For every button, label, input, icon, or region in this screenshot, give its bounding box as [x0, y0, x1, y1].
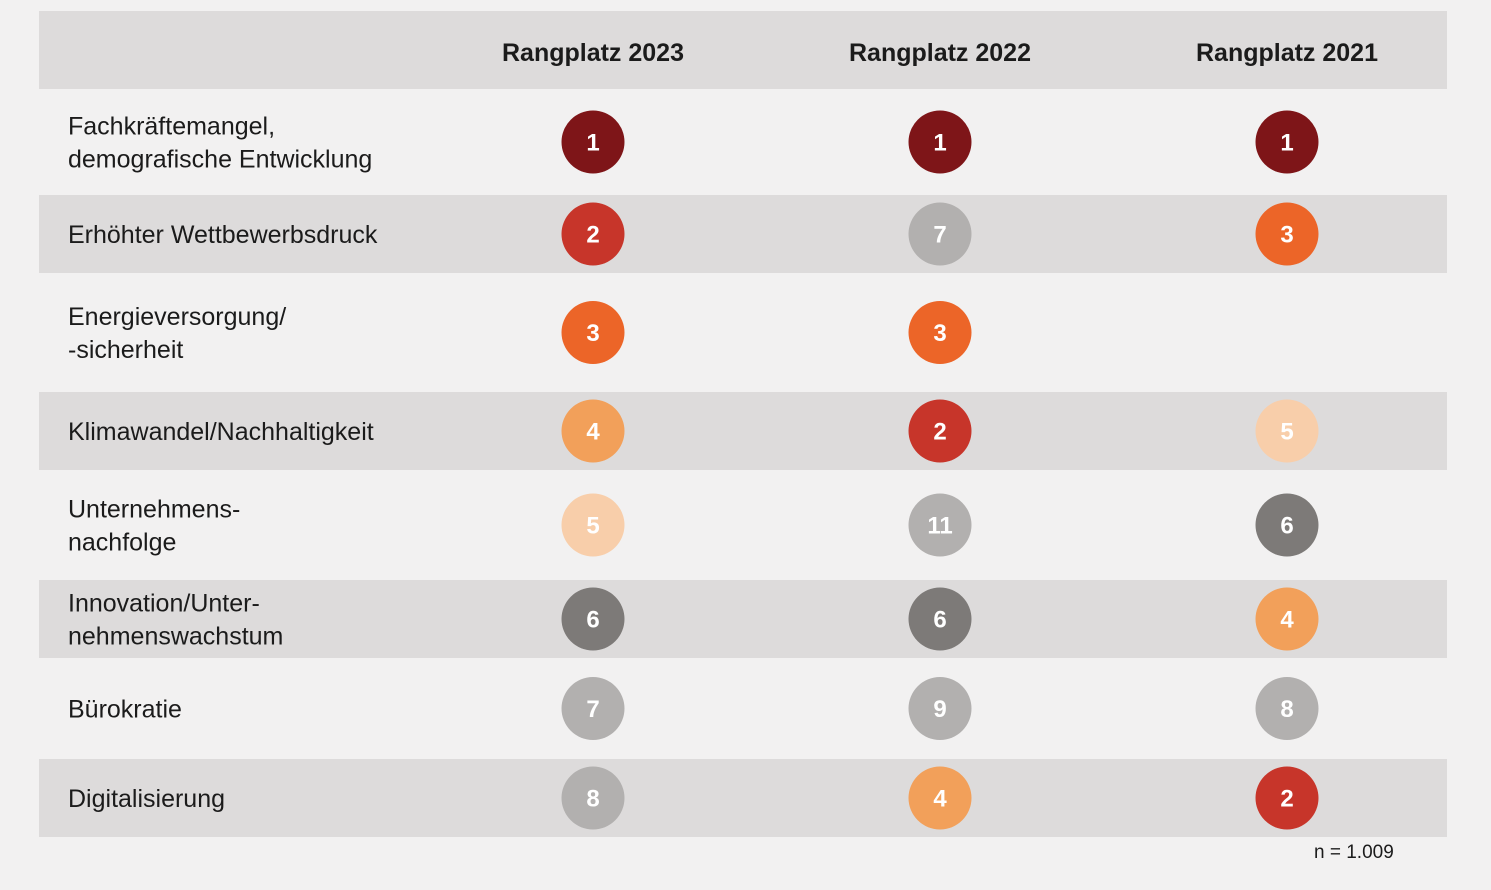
- row-label: nehmenswachstum: [68, 623, 283, 651]
- row-label: demografische Entwicklung: [68, 146, 372, 174]
- sample-size-footnote: n = 1.009: [1314, 842, 1394, 863]
- rank-circle: [908, 493, 972, 557]
- rank-label: 2: [586, 222, 599, 249]
- rank-circle: [561, 766, 625, 830]
- rank-label: 11: [927, 513, 952, 540]
- rank-circle: [908, 399, 972, 463]
- rank-label: 3: [1280, 222, 1293, 249]
- row-label: Bürokratie: [68, 696, 182, 724]
- rank-label: 5: [586, 513, 599, 540]
- rank-circle: [561, 202, 625, 266]
- rank-circle: [561, 110, 625, 174]
- row-band: [39, 195, 1447, 273]
- column-header: Rangplatz 2022: [849, 39, 1031, 67]
- rank-label: 3: [933, 320, 946, 347]
- row-label: Fachkräftemangel,: [68, 113, 275, 141]
- rank-circle: [1255, 677, 1319, 740]
- row-label: Erhöhter Wettbewerbsdruck: [68, 221, 378, 249]
- row-band: [39, 580, 1447, 658]
- rank-circle: [561, 399, 625, 463]
- column-header: Rangplatz 2023: [502, 39, 684, 67]
- rank-circle: [561, 301, 625, 364]
- rank-label: 1: [586, 130, 599, 157]
- rank-label: 4: [933, 786, 947, 813]
- row-band: [39, 392, 1447, 470]
- header-band: [39, 11, 1447, 89]
- rank-circle: [1255, 587, 1319, 651]
- rank-label: 4: [586, 419, 600, 446]
- rank-circle: [561, 677, 625, 740]
- row-label: Unternehmens-: [68, 496, 240, 524]
- rank-circle: [1255, 399, 1319, 463]
- rank-circle: [908, 202, 972, 266]
- rank-label: 6: [1280, 513, 1293, 540]
- rank-circle: [908, 766, 972, 830]
- row-band: [39, 759, 1447, 837]
- column-header: Rangplatz 2021: [1196, 39, 1378, 67]
- rank-circle: [1255, 766, 1319, 830]
- rank-label: 9: [933, 696, 946, 723]
- rank-label: 8: [586, 786, 599, 813]
- rank-label: 6: [586, 607, 599, 634]
- rank-circle: [908, 677, 972, 740]
- rank-label: 6: [933, 607, 946, 634]
- rank-label: 1: [1280, 130, 1293, 157]
- rank-label: 1: [933, 130, 946, 157]
- rank-label: 4: [1280, 607, 1294, 634]
- rank-circle: [908, 110, 972, 174]
- rank-circle: [1255, 110, 1319, 174]
- rank-circle: [561, 587, 625, 651]
- row-label: Energieversorgung/: [68, 303, 286, 331]
- rank-label: 7: [586, 696, 599, 723]
- row-label: -sicherheit: [68, 336, 183, 364]
- row-label: Innovation/Unter-: [68, 590, 260, 618]
- rank-label: 2: [1280, 786, 1293, 813]
- rank-circle: [561, 493, 625, 557]
- rank-label: 8: [1280, 696, 1293, 723]
- rank-circle: [908, 587, 972, 651]
- row-label: Klimawandel/Nachhaltigkeit: [68, 418, 374, 446]
- rank-circle: [1255, 202, 1319, 266]
- rank-circle: [1255, 493, 1319, 557]
- rank-label: 3: [586, 320, 599, 347]
- row-label: Digitalisierung: [68, 785, 225, 813]
- row-label: nachfolge: [68, 529, 176, 557]
- rank-label: 2: [933, 419, 946, 446]
- rank-label: 5: [1280, 419, 1293, 446]
- rank-label: 7: [933, 222, 946, 249]
- rank-circle: [908, 301, 972, 364]
